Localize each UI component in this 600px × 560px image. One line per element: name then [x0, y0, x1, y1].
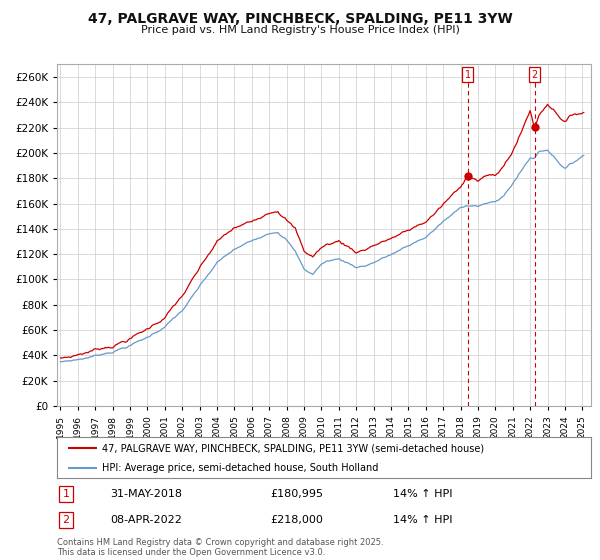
Text: 1: 1	[62, 489, 70, 499]
Text: 14% ↑ HPI: 14% ↑ HPI	[394, 489, 453, 499]
Text: £180,995: £180,995	[271, 489, 323, 499]
Text: HPI: Average price, semi-detached house, South Holland: HPI: Average price, semi-detached house,…	[103, 463, 379, 473]
Text: 2: 2	[62, 515, 70, 525]
Text: 14% ↑ HPI: 14% ↑ HPI	[394, 515, 453, 525]
Text: £218,000: £218,000	[271, 515, 323, 525]
Text: 47, PALGRAVE WAY, PINCHBECK, SPALDING, PE11 3YW: 47, PALGRAVE WAY, PINCHBECK, SPALDING, P…	[88, 12, 512, 26]
Text: 2: 2	[532, 69, 538, 80]
Text: 47, PALGRAVE WAY, PINCHBECK, SPALDING, PE11 3YW (semi-detached house): 47, PALGRAVE WAY, PINCHBECK, SPALDING, P…	[103, 444, 485, 453]
Text: 08-APR-2022: 08-APR-2022	[110, 515, 182, 525]
Text: Price paid vs. HM Land Registry's House Price Index (HPI): Price paid vs. HM Land Registry's House …	[140, 25, 460, 35]
Text: 1: 1	[465, 69, 471, 80]
Text: Contains HM Land Registry data © Crown copyright and database right 2025.
This d: Contains HM Land Registry data © Crown c…	[57, 538, 383, 557]
Text: 31-MAY-2018: 31-MAY-2018	[110, 489, 182, 499]
